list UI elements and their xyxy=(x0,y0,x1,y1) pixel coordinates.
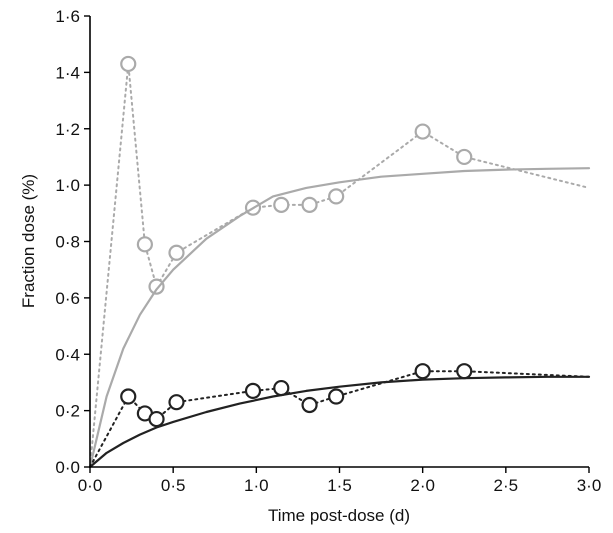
y-tick-label: 0·0 xyxy=(55,458,80,477)
data-point xyxy=(148,410,165,428)
x-tick-label: 2·0 xyxy=(410,476,435,495)
data-point xyxy=(273,379,290,397)
y-tick-label: 0·6 xyxy=(55,289,80,308)
y-tick-label: 1·0 xyxy=(55,176,80,195)
y-tick-label: 0·8 xyxy=(55,233,80,252)
x-tick-label: 1·5 xyxy=(327,476,352,495)
x-axis-title: Time post-dose (d) xyxy=(268,506,410,525)
data-point xyxy=(120,388,137,405)
fit-curve xyxy=(88,375,591,469)
data-point xyxy=(456,363,473,380)
data-point xyxy=(414,123,431,140)
y-tick-label: 0·2 xyxy=(55,402,80,421)
ticks-layer: 0·0 0·5 1·0 1·5 2·0 2·5 3·0 0·0 0·2 0·4 0·6 0·8 1·0 1… xyxy=(55,7,601,495)
x-tick-label: 0·5 xyxy=(161,476,186,495)
y-axis-title: Fraction dose (%) xyxy=(19,174,38,308)
x-tick-label: 1·0 xyxy=(244,476,269,495)
y-tick-label: 1·4 xyxy=(55,63,80,82)
data-series-line xyxy=(89,62,590,468)
x-tick-label: 0·0 xyxy=(78,476,103,495)
data-point xyxy=(120,55,137,73)
series-layer xyxy=(88,55,591,469)
data-point xyxy=(456,148,473,166)
data-point xyxy=(168,394,185,411)
x-tick-label: 2·5 xyxy=(494,476,519,495)
x-tick-label: 3·0 xyxy=(577,476,602,495)
data-point xyxy=(328,188,345,205)
data-point xyxy=(414,363,431,380)
data-point xyxy=(301,396,318,414)
y-tick-label: 0·4 xyxy=(55,345,80,364)
y-tick-label: 1·6 xyxy=(55,7,80,26)
data-point xyxy=(301,196,318,213)
data-point xyxy=(273,196,290,213)
data-point xyxy=(148,278,165,295)
data-series-line xyxy=(89,370,590,468)
data-point xyxy=(328,388,345,405)
data-point xyxy=(136,236,153,253)
fit-curve xyxy=(88,167,591,469)
data-point xyxy=(168,244,185,261)
data-point xyxy=(244,382,262,399)
y-tick-label: 1·2 xyxy=(55,120,80,139)
